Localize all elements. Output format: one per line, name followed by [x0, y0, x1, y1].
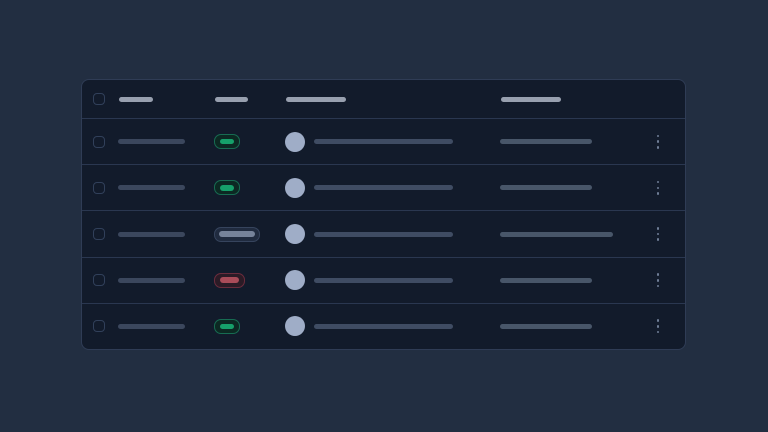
more-vertical-icon[interactable] [652, 273, 664, 288]
status-badge-neutral [214, 226, 260, 242]
avatar [285, 270, 305, 291]
meta-skeleton-bar [500, 231, 613, 237]
kebab-dot [656, 325, 660, 328]
header-skeleton-bar-column-4 [501, 96, 561, 102]
kebab-dot [656, 238, 660, 241]
status-skeleton-bar [219, 231, 255, 237]
detail-skeleton-bar [314, 277, 453, 283]
detail-skeleton-bar [314, 139, 453, 145]
row-checkbox-icon[interactable] [93, 135, 105, 148]
data-table-card [81, 79, 686, 350]
table-row [82, 210, 685, 256]
name-skeleton-bar [118, 277, 185, 283]
row-checkbox-icon[interactable] [93, 181, 105, 194]
table-header-row [82, 80, 685, 118]
avatar [285, 224, 305, 244]
kebab-dot [656, 134, 660, 138]
meta-skeleton-bar [500, 323, 592, 329]
more-vertical-icon[interactable] [652, 319, 664, 334]
kebab-dot [656, 330, 660, 334]
status-skeleton-bar [220, 138, 234, 145]
status-skeleton-bar [220, 277, 239, 283]
more-vertical-icon[interactable] [652, 180, 664, 195]
table-row [82, 256, 685, 303]
more-vertical-icon[interactable] [652, 134, 664, 149]
name-skeleton-bar [118, 323, 185, 329]
avatar [285, 177, 305, 198]
name-skeleton-bar [118, 231, 185, 237]
meta-skeleton-bar [500, 139, 592, 145]
header-skeleton-bar-column-2 [215, 96, 248, 102]
kebab-dot [656, 192, 660, 195]
kebab-dot [656, 232, 660, 236]
status-skeleton-bar [220, 323, 234, 330]
detail-skeleton-bar [314, 185, 453, 191]
more-vertical-icon[interactable] [652, 227, 664, 241]
kebab-dot [656, 284, 660, 288]
kebab-dot [656, 140, 660, 143]
table-row [82, 302, 685, 349]
header-skeleton-bar-column-3 [286, 96, 346, 102]
avatar [285, 131, 305, 152]
status-badge-success [214, 318, 240, 334]
select-all-checkbox-icon[interactable] [93, 93, 105, 105]
row-checkbox-icon[interactable] [93, 228, 105, 240]
row-checkbox-icon[interactable] [93, 274, 105, 287]
meta-skeleton-bar [500, 185, 592, 191]
table-row [82, 164, 685, 210]
kebab-dot [656, 186, 660, 190]
status-skeleton-bar [220, 185, 234, 191]
name-skeleton-bar [118, 185, 185, 191]
kebab-dot [656, 273, 660, 276]
status-badge-danger [214, 272, 245, 288]
kebab-dot [656, 278, 660, 282]
kebab-dot [656, 146, 660, 149]
kebab-dot [656, 227, 660, 230]
detail-skeleton-bar [314, 231, 453, 237]
table-row [82, 118, 685, 164]
header-skeleton-bar-column-1 [119, 96, 153, 102]
kebab-dot [656, 319, 660, 322]
status-badge-success [214, 134, 240, 150]
row-checkbox-icon[interactable] [93, 320, 105, 333]
detail-skeleton-bar [314, 323, 453, 329]
kebab-dot [656, 180, 660, 184]
meta-skeleton-bar [500, 277, 592, 283]
table-body [82, 118, 685, 349]
avatar [285, 316, 305, 337]
name-skeleton-bar [118, 139, 185, 145]
status-badge-success [214, 180, 240, 196]
